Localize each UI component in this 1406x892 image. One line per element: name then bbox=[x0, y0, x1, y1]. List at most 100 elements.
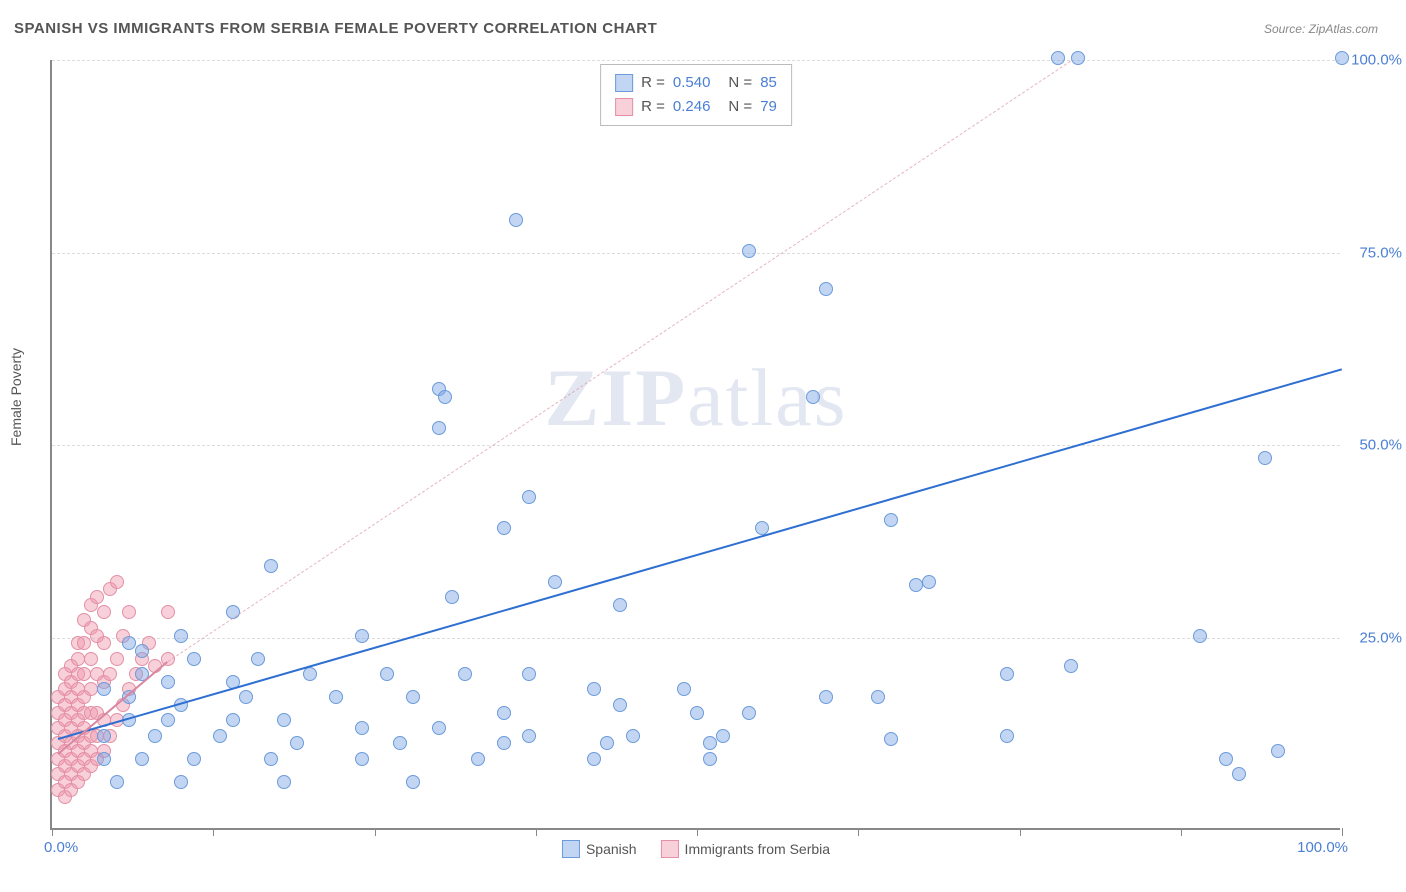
swatch-pink bbox=[615, 98, 633, 116]
r-label: R = bbox=[641, 71, 665, 95]
data-point-spanish bbox=[819, 282, 833, 296]
data-point-spanish bbox=[806, 390, 820, 404]
data-point-spanish bbox=[587, 752, 601, 766]
data-point-spanish bbox=[677, 682, 691, 696]
data-point-spanish bbox=[497, 736, 511, 750]
data-point-spanish bbox=[148, 729, 162, 743]
x-tick bbox=[1342, 828, 1343, 836]
data-point-spanish bbox=[174, 775, 188, 789]
data-point-spanish bbox=[438, 390, 452, 404]
x-axis-max-label: 100.0% bbox=[1297, 839, 1348, 856]
gridline bbox=[52, 253, 1340, 254]
n-label: N = bbox=[728, 71, 752, 95]
data-point-spanish bbox=[703, 736, 717, 750]
x-axis-min-label: 0.0% bbox=[44, 839, 78, 856]
data-point-spanish bbox=[277, 713, 291, 727]
trend-line-serbia-extrapolated bbox=[168, 60, 1072, 661]
data-point-spanish bbox=[909, 578, 923, 592]
r-value-1: 0.540 bbox=[673, 71, 711, 95]
data-point-serbia bbox=[161, 605, 175, 619]
data-point-serbia bbox=[103, 667, 117, 681]
data-point-spanish bbox=[522, 490, 536, 504]
data-point-spanish bbox=[613, 598, 627, 612]
data-point-spanish bbox=[703, 752, 717, 766]
data-point-spanish bbox=[97, 752, 111, 766]
r-label: R = bbox=[641, 95, 665, 119]
y-axis-title: Female Poverty bbox=[8, 348, 24, 446]
legend-item-spanish: Spanish bbox=[562, 840, 637, 858]
data-point-spanish bbox=[355, 752, 369, 766]
gridline bbox=[52, 445, 1340, 446]
data-point-spanish bbox=[509, 213, 523, 227]
data-point-spanish bbox=[1232, 767, 1246, 781]
data-point-spanish bbox=[174, 629, 188, 643]
n-value-2: 79 bbox=[760, 95, 777, 119]
data-point-spanish bbox=[690, 706, 704, 720]
data-point-spanish bbox=[406, 775, 420, 789]
gridline bbox=[52, 638, 1340, 639]
data-point-spanish bbox=[755, 521, 769, 535]
data-point-spanish bbox=[445, 590, 459, 604]
data-point-spanish bbox=[187, 752, 201, 766]
n-label: N = bbox=[728, 95, 752, 119]
data-point-spanish bbox=[432, 421, 446, 435]
trend-line-spanish bbox=[58, 368, 1342, 740]
x-tick bbox=[697, 828, 698, 836]
data-point-spanish bbox=[522, 729, 536, 743]
data-point-spanish bbox=[1000, 667, 1014, 681]
data-point-spanish bbox=[871, 690, 885, 704]
x-tick bbox=[213, 828, 214, 836]
x-tick bbox=[1181, 828, 1182, 836]
y-tick-label: 75.0% bbox=[1359, 244, 1402, 261]
stats-row-series1: R = 0.540 N = 85 bbox=[615, 71, 777, 95]
data-point-serbia bbox=[122, 605, 136, 619]
r-value-2: 0.246 bbox=[673, 95, 711, 119]
data-point-serbia bbox=[77, 636, 91, 650]
data-point-spanish bbox=[161, 675, 175, 689]
data-point-serbia bbox=[110, 575, 124, 589]
data-point-spanish bbox=[97, 729, 111, 743]
gridline bbox=[52, 60, 1340, 61]
legend-item-serbia: Immigrants from Serbia bbox=[661, 840, 830, 858]
data-point-spanish bbox=[1051, 51, 1065, 65]
y-tick-label: 50.0% bbox=[1359, 437, 1402, 454]
stats-row-series2: R = 0.246 N = 79 bbox=[615, 95, 777, 119]
watermark: ZIPatlas bbox=[545, 351, 848, 445]
data-point-spanish bbox=[213, 729, 227, 743]
data-point-spanish bbox=[522, 667, 536, 681]
data-point-spanish bbox=[548, 575, 562, 589]
data-point-spanish bbox=[355, 721, 369, 735]
data-point-spanish bbox=[329, 690, 343, 704]
data-point-spanish bbox=[1064, 659, 1078, 673]
swatch-blue bbox=[562, 840, 580, 858]
x-tick bbox=[1020, 828, 1021, 836]
data-point-spanish bbox=[1258, 451, 1272, 465]
data-point-serbia bbox=[84, 652, 98, 666]
x-tick bbox=[52, 828, 53, 836]
data-point-spanish bbox=[600, 736, 614, 750]
data-point-serbia bbox=[97, 636, 111, 650]
data-point-spanish bbox=[135, 752, 149, 766]
data-point-spanish bbox=[587, 682, 601, 696]
data-point-spanish bbox=[922, 575, 936, 589]
data-point-serbia bbox=[71, 652, 85, 666]
data-point-spanish bbox=[742, 706, 756, 720]
source-attribution: Source: ZipAtlas.com bbox=[1264, 22, 1378, 36]
swatch-pink bbox=[661, 840, 679, 858]
data-point-spanish bbox=[497, 706, 511, 720]
n-value-1: 85 bbox=[760, 71, 777, 95]
data-point-spanish bbox=[819, 690, 833, 704]
data-point-spanish bbox=[1335, 51, 1349, 65]
scatter-plot-area: ZIPatlas R = 0.540 N = 85 R = 0.246 N = … bbox=[50, 60, 1340, 830]
data-point-spanish bbox=[884, 732, 898, 746]
data-point-spanish bbox=[458, 667, 472, 681]
data-point-spanish bbox=[290, 736, 304, 750]
data-point-serbia bbox=[97, 605, 111, 619]
data-point-spanish bbox=[303, 667, 317, 681]
data-point-spanish bbox=[187, 652, 201, 666]
data-point-spanish bbox=[716, 729, 730, 743]
data-point-spanish bbox=[122, 636, 136, 650]
data-point-spanish bbox=[161, 713, 175, 727]
data-point-spanish bbox=[226, 713, 240, 727]
data-point-spanish bbox=[432, 721, 446, 735]
